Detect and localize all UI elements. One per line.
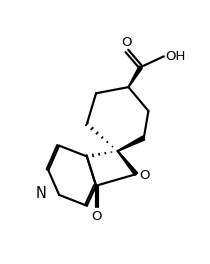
Polygon shape — [117, 151, 138, 175]
Text: N: N — [35, 186, 46, 201]
Text: O: O — [122, 36, 132, 49]
Text: O: O — [139, 169, 150, 182]
Text: O: O — [91, 210, 101, 223]
Polygon shape — [118, 136, 145, 151]
Text: OH: OH — [165, 50, 186, 63]
Polygon shape — [128, 66, 142, 87]
